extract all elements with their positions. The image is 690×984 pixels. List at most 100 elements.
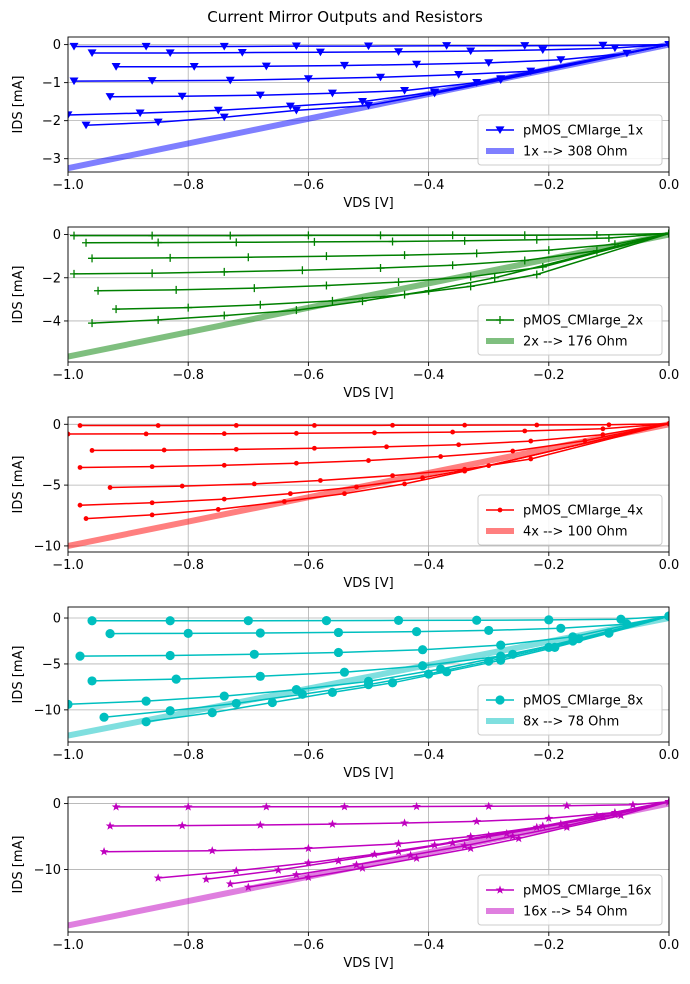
data-point [544,246,553,255]
data-point [304,858,313,867]
x-tick-label: −0.2 [533,748,565,763]
x-tick-label: −0.8 [172,748,204,763]
data-point [219,113,229,122]
data-point [538,821,548,830]
data-point [472,615,482,625]
data-point [664,41,669,49]
x-tick-label: 0.0 [659,938,680,953]
x-tick-label: −0.2 [533,178,565,193]
data-point [532,235,541,244]
data-point [183,628,193,638]
data-point [231,698,241,709]
data-point [171,674,181,684]
data-point [466,843,476,853]
legend-label-resistor: 2x --> 176 Ohm [523,335,628,350]
data-point [466,831,476,841]
data-point [430,89,440,98]
legend-label-resistor: 1x --> 308 Ohm [523,145,628,160]
legend-box [477,874,663,926]
data-point [281,499,287,504]
data-point [87,616,97,626]
data-point [99,847,109,856]
y-tick-label: −1 [42,76,61,91]
data-point [161,447,167,453]
data-point [600,432,606,438]
legend-label-resistor: 4x --> 100 Ohm [523,525,628,540]
data-point [255,820,265,829]
data-point [562,801,572,810]
data-point [366,458,371,463]
data-point [582,438,588,444]
data-point [610,810,620,819]
data-point [291,42,301,51]
data-point [304,843,313,853]
data-point [285,102,295,111]
subplot: −1.0 −0.8 −0.6 −0.4 −0.2 0.0 −10 −5 0 VDS [V] IDS … [11,416,680,591]
data-point [207,708,217,718]
data-point [424,286,433,295]
subplot: −1.0 −0.8 −0.6 −0.4 −0.2 0.0 −10 0 VDS [V] IDS [m… [11,796,680,971]
data-point [177,821,187,830]
plot-frame [67,416,670,553]
data-point [149,512,155,518]
series-line [91,232,669,324]
data-point [149,464,155,470]
data-point [149,500,155,506]
legend: pMOS_CMlarge_16x 16x --> 54 Ohm [477,874,663,926]
data-point [68,431,71,437]
data-point [352,860,361,869]
data-point [556,623,566,633]
data-point [370,849,379,859]
series-line [158,800,669,879]
data-point [544,615,554,625]
x-axis-label: VDS [V] [343,576,393,591]
data-point [256,300,265,309]
data-point [666,421,669,427]
data-point [141,42,151,51]
data-point [664,797,669,806]
data-point [514,833,524,843]
series-line [104,615,669,718]
data-point [598,41,608,50]
data-point [412,853,421,862]
data-point [293,430,299,436]
legend-marker [497,507,503,513]
data-point [255,91,265,100]
subplot: −1.0 −0.8 −0.6 −0.4 −0.2 0.0 −10 −5 0 VDS [V] IDS … [11,606,679,781]
data-point [267,697,277,708]
data-point [496,640,506,650]
data-point [339,61,349,70]
y-tick-label: −2 [42,114,61,129]
data-point [88,254,97,263]
y-tick-label: −3 [42,152,61,167]
y-axis-label: IDS [mA] [11,76,26,134]
data-point [394,839,403,848]
data-point [508,831,518,840]
data-point [411,627,422,637]
data-point [342,491,347,497]
data-point [219,42,229,51]
x-tick-label: 0.0 [659,558,680,573]
legend-label-resistor: 8x --> 78 Ohm [523,715,619,730]
data-point [105,821,115,830]
data-point [466,282,475,291]
data-point [83,516,89,521]
y-tick-label: −10 [34,703,61,718]
legend-label-curve: pMOS_CMlarge_16x [523,884,652,899]
x-tick-label: −0.4 [413,938,445,953]
x-tick-label: −0.6 [293,368,325,383]
data-point [111,802,121,811]
data-point [249,649,259,659]
data-point [472,79,482,87]
x-tick-label: −1.0 [52,558,84,573]
data-point [384,444,389,450]
data-point [394,48,404,56]
legend-marker [496,316,504,324]
data-point [460,841,470,850]
data-point [111,63,121,71]
data-point [334,856,343,865]
data-point [438,454,444,459]
data-point [105,93,115,101]
data-point [304,231,313,240]
y-tick-label: −5 [42,657,61,672]
